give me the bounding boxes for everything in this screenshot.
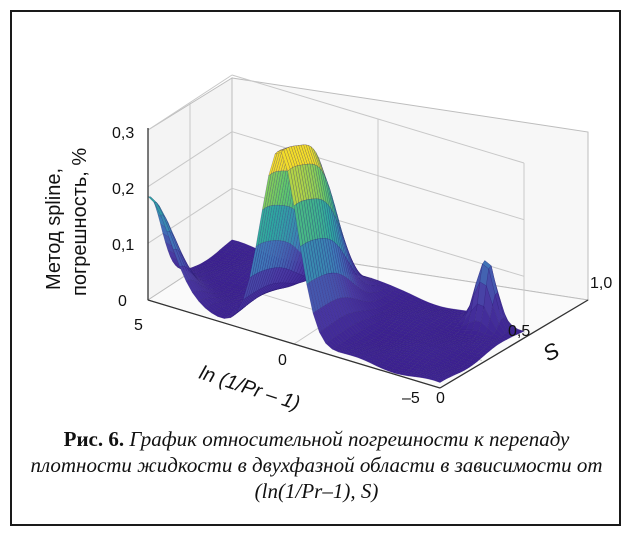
z-tick-03: 0,3: [112, 125, 134, 142]
z-tick-0: 0: [118, 293, 127, 310]
y-tick-0: 0: [436, 390, 445, 407]
z-tick-01: 0,1: [112, 237, 134, 254]
surface-facet: [433, 378, 443, 383]
y-tick-10: 1,0: [590, 275, 612, 292]
z-tick-02: 0,2: [112, 181, 134, 198]
x-tick-5: 5: [134, 317, 143, 334]
x-axis-line: [147, 299, 441, 389]
z-axis-label-line1: Метод spline,: [43, 168, 65, 290]
x-tick-minus5: –5: [402, 390, 420, 407]
x-axis-label: ln (1/Pr – 1): [196, 362, 302, 415]
y-axis-line: [439, 299, 589, 389]
y-tick-05: 0,5: [508, 323, 530, 340]
z-axis-label-line2: погрешность, %: [69, 148, 91, 296]
figure-caption: Рис. 6. График относительной погрешности…: [14, 426, 619, 504]
surface-mesh: [147, 144, 525, 383]
x-tick-0: 0: [278, 352, 287, 369]
y-axis-label: S: [539, 337, 564, 366]
caption-text: График относительной погрешности к переп…: [30, 427, 603, 503]
axis-lines: [147, 128, 589, 389]
surface-chart: 0 0,1 0,2 0,3 5 0 –5 0 0,5 1,0 Метод spl…: [43, 74, 612, 415]
caption-label: Рис. 6.: [63, 427, 125, 451]
tick-labels: 0 0,1 0,2 0,3 5 0 –5 0 0,5 1,0: [112, 125, 612, 407]
